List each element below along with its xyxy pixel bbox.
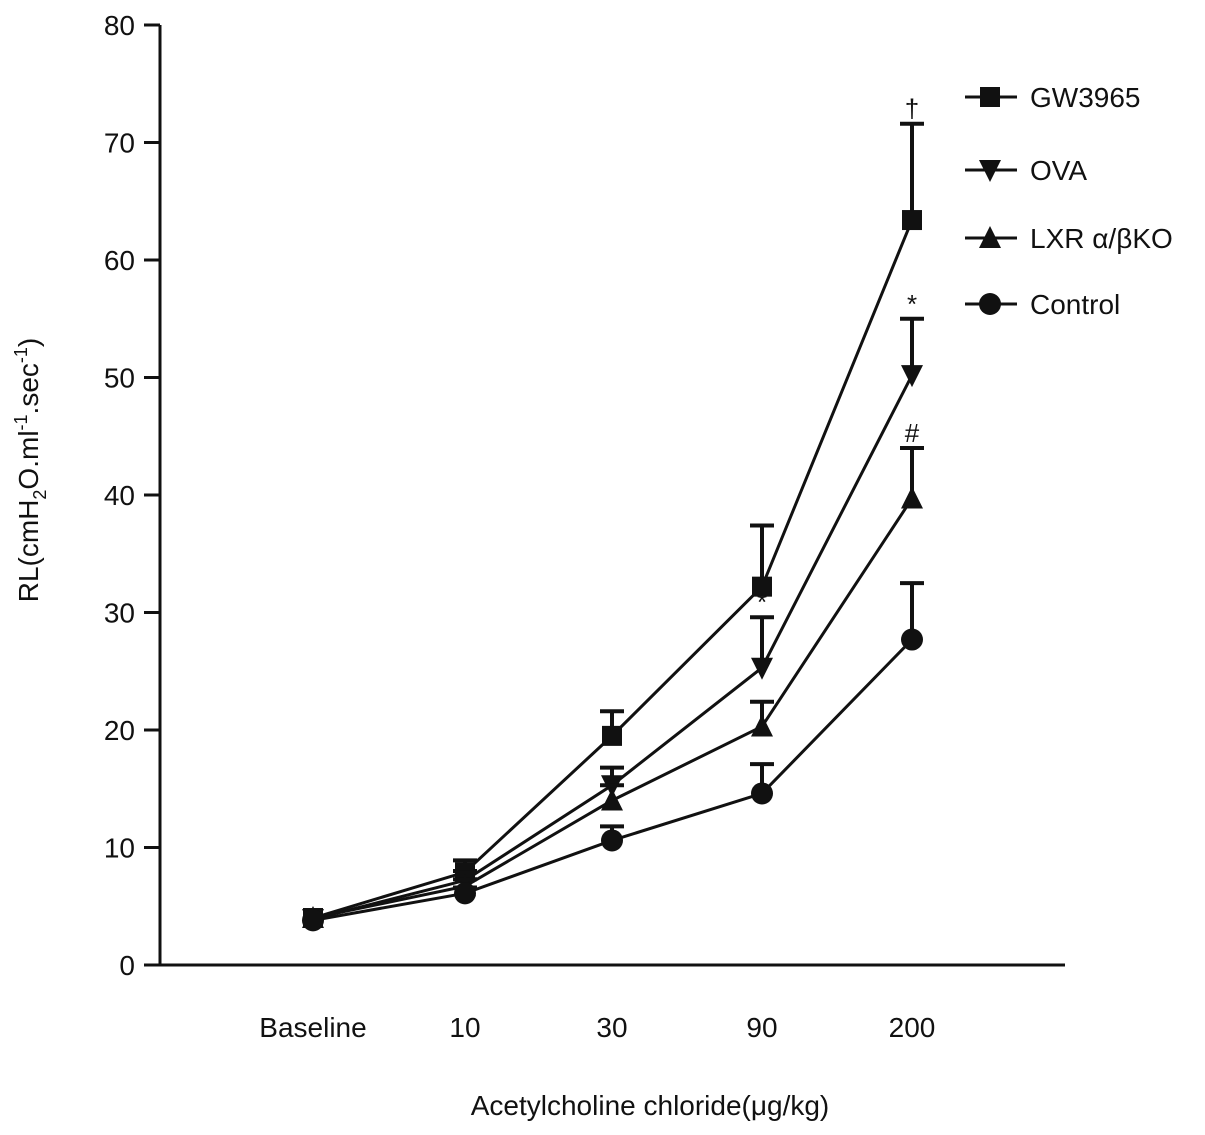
series-group: † * * # — [302, 94, 924, 932]
y-axis-label: RL(cmH2O.ml-1.sec-1) — [11, 338, 50, 603]
series-line — [312, 497, 914, 920]
significance-marker: † — [905, 94, 919, 124]
legend-label: GW3965 — [1030, 82, 1141, 113]
series-control — [302, 581, 924, 932]
data-point — [751, 657, 773, 680]
data-point — [454, 882, 476, 905]
data-point — [901, 628, 923, 651]
significance-marker: # — [905, 418, 920, 448]
data-point — [751, 782, 773, 805]
x-tick-label: 30 — [596, 1012, 627, 1043]
y-tick-label: 30 — [104, 598, 135, 629]
x-axis-label: Acetylcholine chloride(μg/kg) — [471, 1090, 830, 1121]
y-axis-label-sup1: -1 — [11, 414, 31, 430]
y-axis-label-main: RL(cmH — [13, 500, 44, 603]
x-tick-label: 90 — [746, 1012, 777, 1043]
y-tick-label: 20 — [104, 715, 135, 746]
y-tick-label: 10 — [104, 833, 135, 864]
x-tick-label: Baseline — [259, 1012, 366, 1043]
data-point — [302, 909, 324, 932]
legend-marker — [980, 87, 1000, 107]
data-point — [602, 725, 622, 746]
y-axis-label-mid2: .sec — [13, 363, 44, 414]
data-point — [751, 714, 773, 737]
y-tick-label: 70 — [104, 128, 135, 159]
y-tick-label: 60 — [104, 245, 135, 276]
x-tick-label: 200 — [889, 1012, 936, 1043]
data-point — [901, 365, 923, 388]
significance-marker: * — [757, 587, 767, 617]
data-point — [752, 576, 772, 597]
legend-item-gw3965: GW3965 — [965, 82, 1141, 113]
x-tick-label: 10 — [449, 1012, 480, 1043]
legend-marker — [979, 226, 1001, 248]
axes: 0 10 20 30 40 50 60 70 80 Baseline 10 30 90 200 — [104, 10, 1065, 1043]
legend-marker — [979, 160, 1001, 182]
legend-item-lxr-ko: LXR α/βKO — [965, 223, 1173, 254]
legend: GW3965 OVA LXR α/βKO Control — [965, 82, 1173, 320]
legend-label: OVA — [1030, 155, 1087, 186]
y-tick-label: 80 — [104, 10, 135, 41]
y-axis-label-end: ) — [13, 338, 44, 347]
data-point — [601, 829, 623, 852]
legend-item-control: Control — [965, 289, 1120, 320]
data-point — [901, 486, 923, 509]
legend-label: LXR α/βKO — [1030, 223, 1173, 254]
data-point — [902, 210, 922, 231]
significance-marker: * — [907, 289, 917, 319]
legend-marker — [979, 293, 1001, 315]
data-point — [601, 788, 623, 811]
y-tick-label: 0 — [119, 950, 135, 981]
y-tick-label: 40 — [104, 480, 135, 511]
y-axis-label-sup2: -1 — [11, 347, 31, 363]
series-line — [312, 219, 914, 920]
legend-item-ova: OVA — [965, 155, 1087, 186]
y-tick-label: 50 — [104, 363, 135, 394]
y-axis-label-mid: O.ml — [13, 430, 44, 489]
series-lxr-ko — [302, 446, 924, 928]
legend-label: Control — [1030, 289, 1120, 320]
y-axis-label-sub: 2 — [30, 490, 50, 500]
